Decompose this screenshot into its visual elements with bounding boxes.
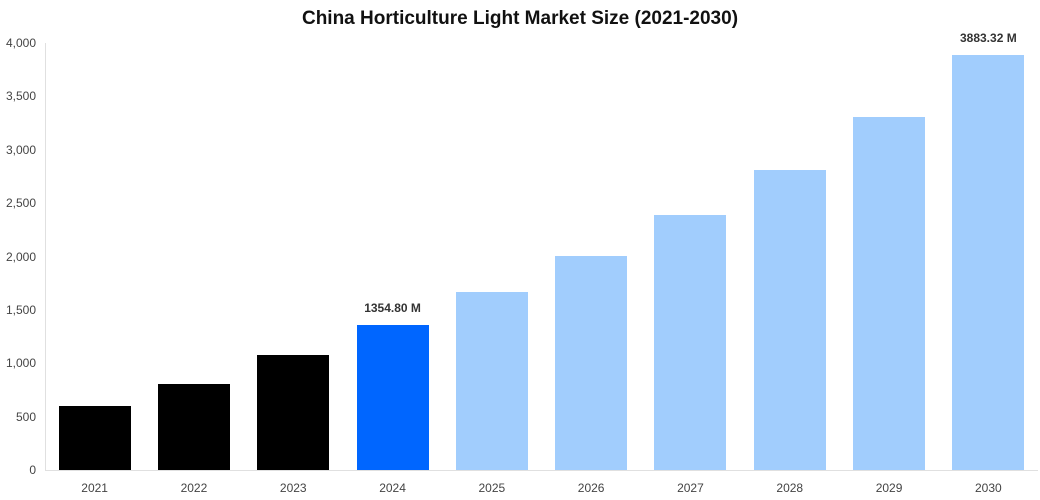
- x-tick-label: 2023: [279, 481, 307, 495]
- bar-2021: [58, 405, 131, 470]
- y-tick-label: 3,000: [5, 142, 36, 157]
- bar-2028: [753, 169, 826, 470]
- x-tick-label: 2025: [478, 481, 506, 495]
- y-tick-label: 1,500: [5, 302, 36, 317]
- x-tick-label: 2029: [875, 481, 903, 495]
- y-tick-label: 1,000: [5, 356, 36, 371]
- bar-2024: [356, 325, 429, 470]
- y-tick-label: 2,000: [5, 249, 36, 264]
- y-tick-label: 4,000: [5, 36, 36, 50]
- y-tick-label: 500: [15, 409, 36, 424]
- x-tick-label: 2027: [677, 481, 704, 495]
- bar-2030: [952, 55, 1025, 470]
- chart-title: China Horticulture Light Market Size (20…: [301, 8, 739, 29]
- x-axis-line: [45, 470, 1038, 471]
- bar-2029: [853, 117, 926, 470]
- y-tick-label: 3,500: [5, 89, 36, 104]
- x-tick-label: 2030: [974, 481, 1002, 495]
- x-tick-label: 2024: [379, 481, 406, 495]
- x-tick-label: 2022: [180, 481, 208, 495]
- bar-2027: [654, 215, 727, 470]
- data-label-2024: 1354.80 M: [364, 301, 421, 316]
- plot-area: [45, 43, 1038, 470]
- bar-2022: [157, 383, 230, 470]
- bar-2025: [455, 292, 528, 470]
- x-tick-label: 2021: [81, 481, 108, 495]
- data-label-2030: 3883.32 M: [959, 31, 1017, 46]
- bar-2026: [555, 255, 628, 470]
- y-axis-line: [45, 43, 46, 471]
- x-tick-label: 2026: [577, 481, 605, 495]
- y-tick-label: 0: [29, 463, 36, 477]
- bar-2023: [257, 355, 330, 470]
- x-tick-label: 2028: [776, 481, 804, 495]
- y-tick-label: 2,500: [5, 196, 36, 211]
